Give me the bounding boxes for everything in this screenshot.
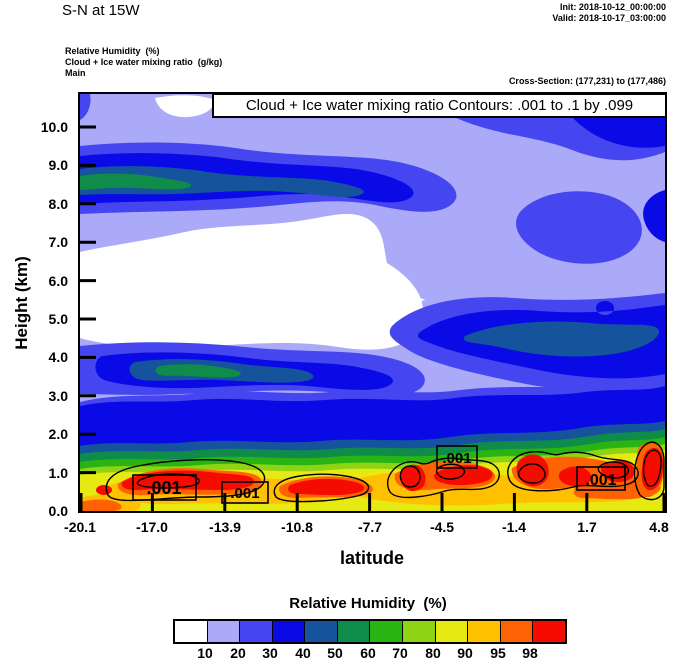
x-tick-2: -13.9	[209, 519, 241, 535]
y-tick-2: 2.0	[48, 426, 68, 442]
x-tick-5: -4.5	[429, 519, 455, 535]
x-tick-8: 4.8	[649, 519, 669, 535]
colorbar-cell-8	[434, 621, 468, 642]
y-tick-1: 1.0	[48, 465, 68, 481]
contour-label-3: .001	[442, 450, 471, 467]
contour-label-1: .001	[146, 478, 181, 498]
colorbar-cell-2	[239, 621, 272, 642]
colorbar-label-2: 30	[262, 645, 278, 661]
contour-plot-canvas: .001 .001 .001 .001	[80, 94, 665, 511]
contour-label-2: .001	[230, 485, 259, 502]
colorbar-label-7: 80	[425, 645, 441, 661]
y-tick-5: 5.0	[48, 311, 68, 327]
field-label-cloud-ice: Cloud + Ice water mixing ratio (g/kg)	[65, 57, 223, 67]
fill-rh-gt98	[96, 447, 664, 496]
contour-label-box-2	[221, 481, 269, 504]
contour-label-box-1	[132, 474, 197, 501]
y-axis-label: Height (km)	[12, 256, 31, 350]
colorbar-label-9: 95	[490, 645, 506, 661]
colorbar-label-0: 10	[197, 645, 213, 661]
field-label-rh: Relative Humidity (%)	[65, 46, 160, 56]
colorbar	[173, 619, 567, 644]
colorbar-label-3: 40	[295, 645, 311, 661]
y-tick-9: 9.0	[48, 157, 68, 173]
valid-time: Valid: 2018-10-17_03:00:00	[552, 13, 666, 23]
colorbar-cell-11	[532, 621, 565, 642]
colorbar-label-5: 60	[360, 645, 376, 661]
colorbar-cell-4	[304, 621, 337, 642]
y-tick-7: 7.0	[48, 234, 68, 250]
init-time: Init: 2018-10-12_00:00:00	[559, 2, 666, 12]
colorbar-cell-10	[499, 621, 533, 642]
colorbar-label-6: 70	[392, 645, 408, 661]
colorbar-cell-5	[336, 621, 370, 642]
y-tick-4: 4.0	[48, 349, 68, 365]
field-label-domain: Main	[65, 68, 86, 78]
y-tick-6: 6.0	[48, 273, 68, 289]
colorbar-cell-0	[175, 621, 207, 642]
colorbar-label-8: 90	[457, 645, 473, 661]
colorbar-cell-6	[369, 621, 403, 642]
y-tick-0: 0.0	[48, 503, 68, 519]
x-axis-label: latitude	[339, 548, 404, 568]
x-tick-3: -10.8	[281, 519, 313, 535]
colorbar-label-1: 20	[230, 645, 246, 661]
x-tick-4: -7.7	[357, 519, 383, 535]
colorbar-label-4: 50	[327, 645, 343, 661]
fill-rh-lt10-pockets	[80, 95, 424, 350]
page-title: S-N at 15W	[62, 2, 140, 19]
colorbar-cell-9	[467, 621, 500, 642]
x-tick-7: 1.7	[577, 519, 597, 535]
contour-label-box-3	[436, 445, 478, 469]
contour-label-box-4	[576, 466, 626, 491]
y-tick-8: 8.0	[48, 196, 68, 212]
colorbar-label-10: 98	[522, 645, 538, 661]
colorbar-cell-1	[206, 621, 240, 642]
cross-section-info: Cross-Section: (177,231) to (177,486)	[508, 76, 666, 86]
contour-label-4: .001	[585, 472, 616, 489]
y-tick-3: 3.0	[48, 388, 68, 404]
contour-title-box: Cloud + Ice water mixing ratio Contours:…	[212, 93, 667, 118]
x-tick-1: -17.0	[136, 519, 168, 535]
x-tick-6: -1.4	[501, 519, 527, 535]
x-tick-0: -20.1	[64, 519, 96, 535]
axis-tick-marks	[80, 125, 665, 511]
colorbar-cell-7	[402, 621, 435, 642]
colorbar-title: Relative Humidity (%)	[289, 595, 447, 612]
y-tick-10: 10.0	[40, 119, 68, 135]
colorbar-cell-3	[271, 621, 305, 642]
cloud-ice-contour-lines	[105, 441, 665, 503]
